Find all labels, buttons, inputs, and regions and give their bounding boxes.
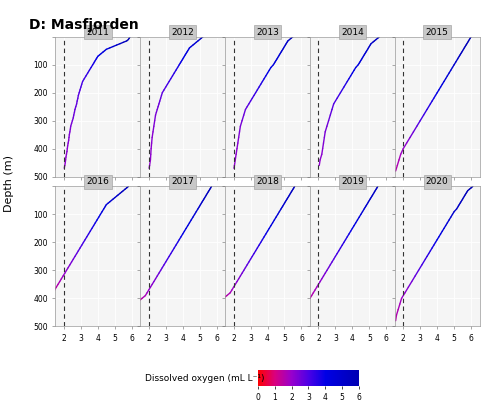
Text: D: Masfjorden: D: Masfjorden: [29, 18, 139, 32]
Title: 2018: 2018: [256, 177, 279, 186]
Title: 2020: 2020: [426, 177, 449, 186]
Title: 2014: 2014: [341, 28, 364, 37]
Title: 2015: 2015: [426, 28, 449, 37]
Title: 2016: 2016: [86, 177, 109, 186]
Text: Depth (m): Depth (m): [4, 155, 13, 212]
Title: 2012: 2012: [171, 28, 194, 37]
Title: 2013: 2013: [256, 28, 279, 37]
Text: Dissolved oxygen (mL L⁻¹): Dissolved oxygen (mL L⁻¹): [145, 374, 264, 383]
Title: 2019: 2019: [341, 177, 364, 186]
Title: 2011: 2011: [86, 28, 109, 37]
Title: 2017: 2017: [171, 177, 194, 186]
